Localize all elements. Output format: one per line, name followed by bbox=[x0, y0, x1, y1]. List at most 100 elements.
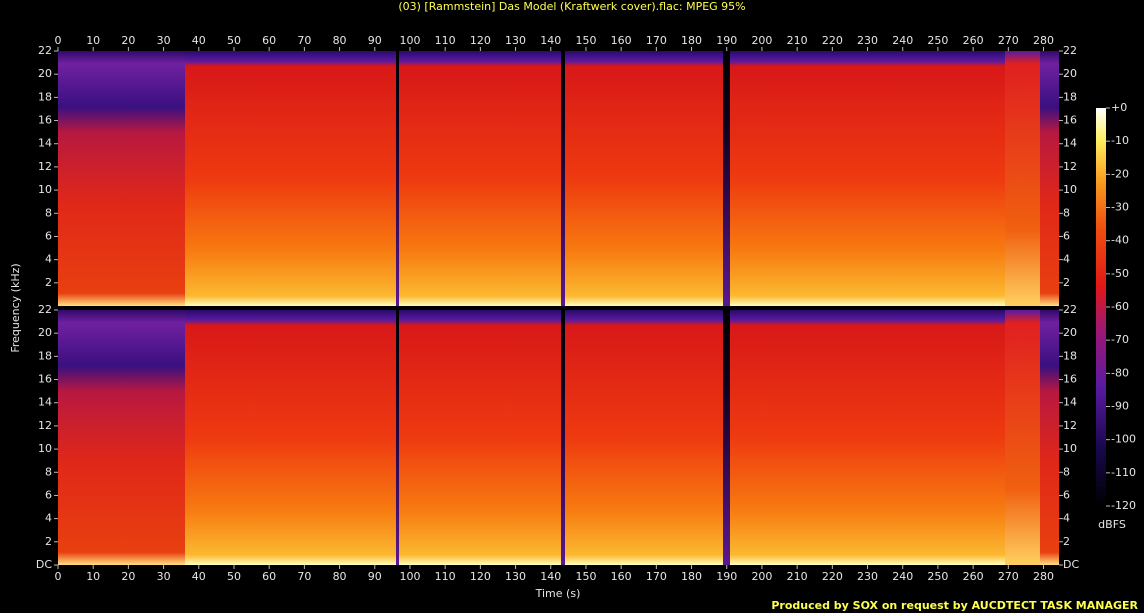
spectrogram-image bbox=[58, 310, 1059, 565]
y-tick-label: 20 bbox=[38, 67, 52, 80]
x-tick-label: 120 bbox=[470, 34, 491, 47]
y-tick-label: 16 bbox=[38, 114, 52, 127]
x-tick-label: 90 bbox=[368, 570, 382, 583]
colorbar-tick-label: -40 bbox=[1111, 234, 1129, 247]
y-tick-label: 14 bbox=[1063, 137, 1077, 150]
x-tick-label: 110 bbox=[435, 570, 456, 583]
x-tick-label: 270 bbox=[998, 570, 1019, 583]
x-tick-label: 190 bbox=[716, 570, 737, 583]
x-tick-label: 0 bbox=[55, 570, 62, 583]
colorbar-tick-label: -80 bbox=[1111, 366, 1129, 379]
x-tick-label: 250 bbox=[927, 34, 948, 47]
x-tick-label: 20 bbox=[121, 34, 135, 47]
x-tick-label: 190 bbox=[716, 34, 737, 47]
x-tick-label: 30 bbox=[157, 34, 171, 47]
x-tick-label: 50 bbox=[227, 34, 241, 47]
y-tick-label: 4 bbox=[1063, 253, 1070, 266]
y-tick-label: 20 bbox=[1063, 67, 1077, 80]
y-tick-label: 4 bbox=[45, 253, 52, 266]
y-tick-label: 2 bbox=[45, 276, 52, 289]
x-tick-label: 120 bbox=[470, 570, 491, 583]
colorbar-tick-label: -110 bbox=[1111, 466, 1136, 479]
x-tick-label: 30 bbox=[157, 570, 171, 583]
y-tick-label: 20 bbox=[1063, 326, 1077, 339]
y-tick-label: 18 bbox=[1063, 349, 1077, 362]
y-tick-label: 4 bbox=[45, 512, 52, 525]
y-tick-label: 10 bbox=[1063, 183, 1077, 196]
y-tick-label: 10 bbox=[38, 183, 52, 196]
x-tick-label: 260 bbox=[963, 570, 984, 583]
x-tick-label: 230 bbox=[857, 570, 878, 583]
y-tick-label: 4 bbox=[1063, 512, 1070, 525]
x-tick-label: 80 bbox=[333, 34, 347, 47]
x-tick-label: 70 bbox=[297, 34, 311, 47]
y-tick-label: 16 bbox=[1063, 114, 1077, 127]
y-tick-label: 14 bbox=[1063, 396, 1077, 409]
colorbar-tick-label: -30 bbox=[1111, 201, 1129, 214]
x-tick-label: 210 bbox=[787, 34, 808, 47]
colorbar-tick-label: -90 bbox=[1111, 400, 1129, 413]
spectrogram-image bbox=[58, 51, 1059, 306]
y-tick-label: 10 bbox=[1063, 442, 1077, 455]
y-tick-label: 8 bbox=[1063, 465, 1070, 478]
x-tick-label: 160 bbox=[611, 570, 632, 583]
x-tick-label: 90 bbox=[368, 34, 382, 47]
x-tick-label: 100 bbox=[399, 34, 420, 47]
x-tick-label: 80 bbox=[333, 570, 347, 583]
x-tick-label: 150 bbox=[575, 570, 596, 583]
chart-title: (03) [Rammstein] Das Model (Kraftwerk co… bbox=[398, 0, 745, 13]
y-tick-label: 8 bbox=[45, 206, 52, 219]
x-tick-label: 140 bbox=[540, 34, 561, 47]
y-tick-label: 22 bbox=[1063, 303, 1077, 316]
colorbar-tick-label: -60 bbox=[1111, 300, 1129, 313]
x-tick-label: 250 bbox=[927, 570, 948, 583]
y-tick-label: 18 bbox=[1063, 90, 1077, 103]
y-tick-label: 12 bbox=[1063, 419, 1077, 432]
x-tick-label: 180 bbox=[681, 34, 702, 47]
x-tick-label: 230 bbox=[857, 34, 878, 47]
x-tick-label: 210 bbox=[787, 570, 808, 583]
x-tick-label: 200 bbox=[751, 570, 772, 583]
y-tick-label: 8 bbox=[1063, 206, 1070, 219]
y-tick-label: 14 bbox=[38, 396, 52, 409]
x-tick-label: 70 bbox=[297, 570, 311, 583]
x-axis-label: Time (s) bbox=[535, 587, 581, 600]
colorbar-tick-label: -20 bbox=[1111, 167, 1129, 180]
x-tick-label: 280 bbox=[1033, 570, 1054, 583]
x-tick-label: 220 bbox=[822, 570, 843, 583]
y-tick-label: 6 bbox=[1063, 488, 1070, 501]
colorbar-tick-label: -50 bbox=[1111, 267, 1129, 280]
y-tick-label: 12 bbox=[1063, 160, 1077, 173]
x-tick-label: 10 bbox=[86, 570, 100, 583]
colorbar bbox=[1096, 108, 1106, 506]
y-tick-label: 22 bbox=[38, 44, 52, 57]
x-tick-label: 200 bbox=[751, 34, 772, 47]
x-tick-label: 280 bbox=[1033, 34, 1054, 47]
y-tick-label: 12 bbox=[38, 160, 52, 173]
y-tick-label: 18 bbox=[38, 90, 52, 103]
x-tick-label: 180 bbox=[681, 570, 702, 583]
x-tick-label: 240 bbox=[892, 34, 913, 47]
y-tick-label: 12 bbox=[38, 419, 52, 432]
x-tick-label: 10 bbox=[86, 34, 100, 47]
y-tick-label: 6 bbox=[1063, 229, 1070, 242]
colorbar-tick-label: -100 bbox=[1111, 433, 1136, 446]
x-tick-label: 150 bbox=[575, 34, 596, 47]
x-tick-label: 50 bbox=[227, 570, 241, 583]
x-tick-label: 140 bbox=[540, 570, 561, 583]
x-tick-label: 130 bbox=[505, 570, 526, 583]
y-tick-label: DC bbox=[36, 558, 52, 571]
x-tick-label: 100 bbox=[399, 570, 420, 583]
y-tick-label: 2 bbox=[1063, 276, 1070, 289]
y-tick-label: 22 bbox=[1063, 44, 1077, 57]
y-tick-label: 6 bbox=[45, 488, 52, 501]
x-tick-label: 60 bbox=[262, 34, 276, 47]
x-tick-label: 170 bbox=[646, 570, 667, 583]
x-tick-label: 260 bbox=[963, 34, 984, 47]
y-tick-label: 2 bbox=[1063, 535, 1070, 548]
x-tick-label: 110 bbox=[435, 34, 456, 47]
colorbar-tick-label: +0 bbox=[1111, 101, 1127, 114]
y-axis-label: Frequency (kHz) bbox=[9, 263, 22, 352]
x-tick-label: 40 bbox=[192, 34, 206, 47]
